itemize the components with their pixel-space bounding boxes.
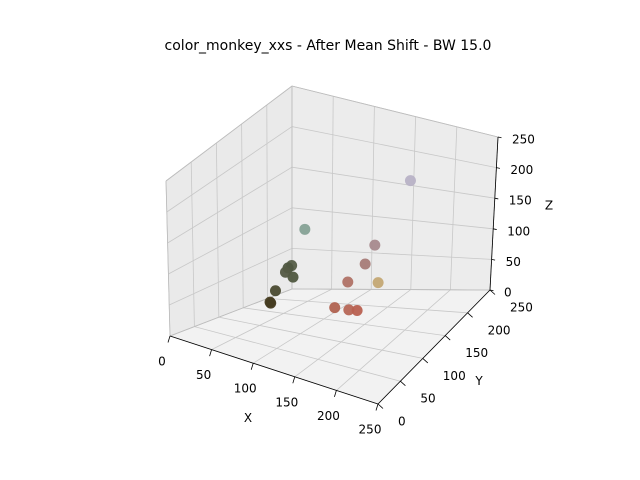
x-tick-label-mark <box>250 363 254 370</box>
data-point <box>269 285 281 297</box>
pane-edge <box>291 288 491 291</box>
data-point <box>279 266 291 278</box>
x-tick-label: 100 <box>234 382 257 396</box>
data-point <box>329 302 341 314</box>
z-tick-label: 0 <box>504 286 512 300</box>
z-axis-line <box>489 136 499 291</box>
z-tick-label: 50 <box>506 255 521 269</box>
x-tick-label: 150 <box>275 395 298 409</box>
z-tick-label: 150 <box>509 194 532 208</box>
data-point <box>299 223 311 235</box>
data-point <box>343 304 355 316</box>
z-tick-label-mark <box>494 197 499 200</box>
floor-pane <box>170 289 490 404</box>
z-tick-label-mark <box>493 228 497 230</box>
z-tick-label-mark <box>491 259 496 261</box>
pane-edge <box>169 288 293 337</box>
y-tick-label-mark <box>377 403 384 409</box>
axis-labels: X Y Z <box>244 199 553 426</box>
tick-labels: 0501001502002500501001502002500501001502… <box>158 133 535 437</box>
y-tick-label: 100 <box>443 369 466 383</box>
y-tick-label: 150 <box>465 346 488 360</box>
data-point <box>351 305 363 317</box>
z-tick-label: 200 <box>510 163 533 177</box>
x-tick-label: 0 <box>158 355 166 369</box>
x-tick-label: 200 <box>317 409 340 423</box>
z-tick-label: 100 <box>507 224 530 238</box>
z-axis-label: Z <box>545 199 553 213</box>
y-tick-label-mark <box>400 380 406 386</box>
data-point <box>404 175 416 187</box>
y-tick-label: 0 <box>398 415 406 429</box>
y-tick-label: 200 <box>488 323 511 337</box>
axis-lines <box>165 85 499 405</box>
y-tick-label-mark <box>489 289 496 295</box>
data-point <box>359 258 371 270</box>
y-tick-label-mark <box>422 358 429 364</box>
x-axis-line <box>169 335 379 405</box>
z-tick-label-mark <box>496 167 500 169</box>
z-tick-label-mark <box>489 289 494 292</box>
z-tick-label-mark <box>497 136 502 139</box>
y-tick-label: 250 <box>510 301 533 315</box>
x-tick-label-mark <box>334 390 337 398</box>
y-tick-label-mark <box>467 312 473 318</box>
x-tick-label: 250 <box>359 423 382 437</box>
x-tick-label-mark <box>375 403 379 411</box>
pane-edge <box>291 85 499 138</box>
x-tick-label: 50 <box>196 368 211 382</box>
y-tick-label-mark <box>444 335 451 341</box>
z-tick-label: 250 <box>512 133 535 147</box>
data-point <box>369 239 381 251</box>
x-tick-label-mark <box>167 335 171 343</box>
data-points <box>264 175 416 317</box>
x-tick-label-mark <box>209 349 212 357</box>
y-axis-line <box>377 289 491 405</box>
y-tick-label: 50 <box>420 392 435 406</box>
x-tick-label-mark <box>292 376 296 384</box>
y-axis-label: Y <box>474 374 483 388</box>
chart-title: color_monkey_xxs - After Mean Shift - BW… <box>165 38 492 54</box>
x-axis-label: X <box>244 411 252 425</box>
data-point <box>342 276 354 288</box>
data-point <box>372 277 384 289</box>
pane-edge <box>165 180 171 337</box>
pane-edge <box>165 85 293 182</box>
data-point <box>265 297 277 309</box>
